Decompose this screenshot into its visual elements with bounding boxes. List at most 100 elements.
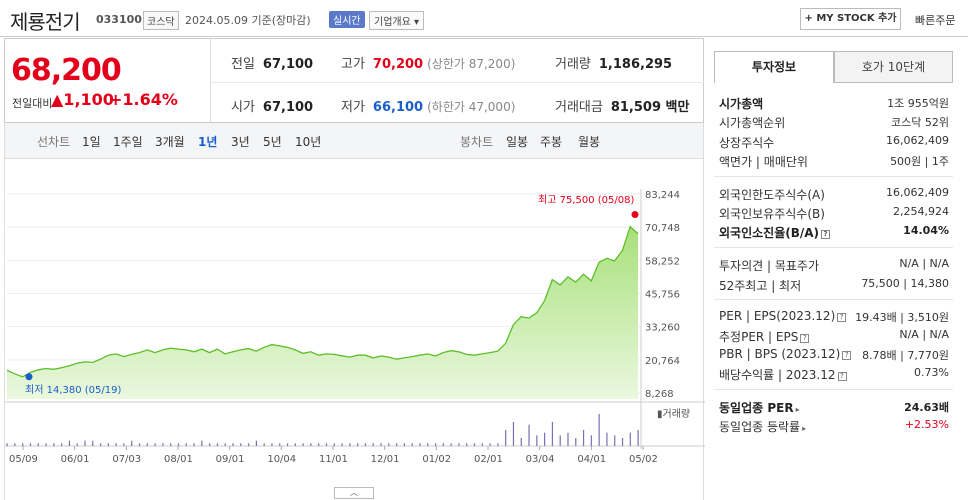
high-marker (631, 211, 639, 219)
y-tick-label: 8,268 (645, 389, 674, 400)
volume-bar (123, 443, 125, 446)
change-label: 전일대비 (12, 97, 53, 110)
volume-bar (232, 443, 234, 446)
volume-bar (629, 432, 631, 446)
top-bar: 제룡전기 033100 코스닥 2024.05.09 기준(장마감) 실시간 기… (0, 0, 968, 37)
stat-amount: 거래대금 81,509 백만 (555, 100, 690, 115)
volume-bar (131, 440, 133, 446)
period-selector: 선차트 1일 1주일 3개월 1년 3년 5년 10년 봉차트 일봉 주봉 월봉 (4, 123, 704, 159)
company-overview-dropdown[interactable]: 기업개요 ▾ (369, 11, 424, 30)
company-name: 제룡전기 (10, 10, 81, 34)
volume-bar (76, 443, 78, 446)
add-mystock-button[interactable]: + MY STOCK 추가 (800, 8, 901, 30)
x-tick-label: 09/01 (216, 454, 245, 465)
low-label: 최저 14,380 (05/19) (25, 384, 121, 396)
line-chart-label: 선차트 (37, 135, 71, 149)
volume-bar (247, 443, 250, 446)
volume-bar (6, 443, 8, 446)
volume-bar (310, 443, 312, 446)
help-icon[interactable]: ? (837, 313, 847, 322)
volume-bar (512, 422, 515, 446)
x-tick-label: 01/02 (422, 454, 451, 465)
volume-bar (162, 443, 164, 446)
x-tick-label: 11/01 (319, 454, 348, 465)
volume-bar (61, 443, 63, 446)
volume-bar (37, 443, 39, 446)
volume-bar (520, 438, 522, 446)
volume-bar (279, 443, 281, 446)
tab-hoga[interactable]: 호가 10단계 (834, 51, 953, 83)
change-value: ▲1,100 (51, 90, 114, 109)
volume-bar (146, 443, 148, 446)
volume-bar (396, 443, 398, 446)
period-1w[interactable]: 1주일 (113, 135, 143, 149)
volume-bar (177, 443, 180, 446)
volume-bar (614, 435, 616, 446)
volume-bar (434, 443, 437, 446)
arrow-right-icon: ▸ (802, 424, 807, 433)
period-3y[interactable]: 3년 (231, 135, 250, 149)
volume-bar (170, 443, 172, 446)
help-icon[interactable]: ? (837, 372, 847, 381)
x-tick-label: 07/03 (112, 454, 141, 465)
volume-bar (255, 440, 257, 446)
period-10y[interactable]: 10년 (295, 135, 322, 149)
arrow-right-icon: ▸ (795, 405, 800, 414)
volume-bar (92, 440, 94, 446)
x-tick-label: 12/01 (371, 454, 400, 465)
x-tick-label: 03/04 (526, 454, 555, 465)
divider (210, 39, 211, 122)
help-icon[interactable]: ? (821, 230, 831, 239)
volume-bar (559, 435, 561, 446)
realtime-button[interactable]: 실시간 (329, 11, 365, 28)
volume-bar (357, 443, 359, 446)
volume-bar (201, 440, 203, 446)
volume-bar (411, 443, 413, 446)
candle-weekly[interactable]: 주봉 (540, 135, 563, 149)
period-5y[interactable]: 5년 (263, 135, 282, 149)
volume-bar (99, 443, 102, 446)
volume-bar (14, 443, 16, 446)
candle-monthly[interactable]: 월봉 (578, 135, 601, 149)
volume-bar (497, 443, 499, 446)
volume-bar (536, 435, 538, 446)
volume-bar (185, 443, 187, 446)
x-tick-label: 04/01 (577, 454, 606, 465)
change-percent: +1.64% (109, 90, 178, 109)
y-tick-label: 33,260 (645, 323, 680, 334)
collapse-chart-button[interactable]: ︿ (334, 487, 374, 499)
volume-bar (240, 443, 242, 446)
period-3m[interactable]: 3개월 (155, 135, 185, 149)
y-tick-label: 58,252 (645, 256, 680, 267)
volume-bar (224, 443, 226, 446)
volume-bar (22, 443, 24, 446)
volume-bar (442, 443, 444, 446)
x-tick-label: 06/01 (61, 454, 90, 465)
volume-bar (333, 443, 335, 446)
x-tick-label: 05/02 (629, 454, 658, 465)
period-1y[interactable]: 1년 (198, 135, 218, 149)
tab-investment-info[interactable]: 투자정보 (714, 51, 834, 83)
candle-daily[interactable]: 일봉 (506, 135, 529, 149)
volume-bar (138, 443, 141, 446)
quick-order-button[interactable]: 빠른주문 (915, 14, 956, 27)
period-1d[interactable]: 1일 (82, 135, 101, 149)
volume-bar (341, 443, 343, 446)
volume-bar (458, 443, 460, 446)
volume-bar (481, 443, 483, 446)
price-area (7, 226, 638, 399)
volume-bar (489, 443, 491, 446)
volume-bar (325, 443, 328, 446)
volume-bar (427, 443, 429, 446)
help-icon[interactable]: ? (842, 351, 852, 360)
market-badge: 코스닥 (143, 11, 179, 30)
volume-bar (364, 443, 367, 446)
price-chart[interactable]: 83,244 70,748 58,252 45,756 33,260 20,764 8,26… (4, 159, 705, 500)
chart-svg: 83,244 70,748 58,252 45,756 33,260 20,764 8,26… (5, 189, 705, 465)
investment-info-panel: 투자정보 호가 10단계 시가총액 1조 955억원 시가총액순위 코스닥 52위 … (705, 38, 968, 500)
y-tick-label: 70,748 (645, 223, 680, 234)
volume-bar (349, 443, 351, 446)
volume-bar (45, 443, 47, 446)
help-icon[interactable]: ? (800, 334, 810, 343)
volume-bar (68, 440, 71, 446)
